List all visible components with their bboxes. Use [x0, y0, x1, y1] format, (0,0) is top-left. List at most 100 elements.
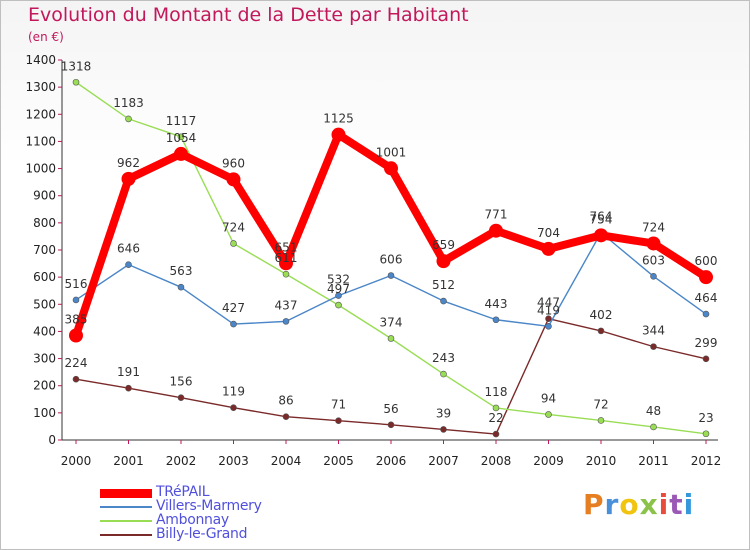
- y-tick-label: 1300: [25, 80, 56, 94]
- data-label: 39: [436, 406, 451, 420]
- data-point: [545, 315, 552, 322]
- data-point: [699, 270, 713, 285]
- data-point: [387, 421, 395, 429]
- data-point: [282, 270, 290, 278]
- data-point: [545, 322, 552, 330]
- data-label: 771: [485, 208, 508, 222]
- logo-letter: i: [683, 488, 695, 521]
- data-point: [594, 228, 608, 243]
- legend-label: TRéPAIL: [156, 484, 210, 500]
- logo-letter: x: [639, 488, 659, 521]
- data-label: 1125: [323, 112, 354, 126]
- x-tick-label: 2011: [638, 454, 669, 468]
- x-tick-label: 2003: [218, 454, 249, 468]
- x-tick-label: 2002: [166, 454, 197, 468]
- data-point: [331, 127, 346, 142]
- data-point: [436, 254, 451, 269]
- data-point: [597, 327, 605, 335]
- data-label: 385: [65, 313, 88, 327]
- data-label: 71: [331, 398, 346, 412]
- legend-label: Ambonnay: [156, 512, 229, 528]
- data-point: [230, 240, 237, 247]
- data-label: 611: [275, 251, 298, 265]
- data-label: 23: [698, 411, 713, 425]
- data-point: [650, 343, 657, 350]
- x-tick-label: 2008: [481, 454, 512, 468]
- data-point: [335, 417, 342, 425]
- data-label: 56: [383, 402, 398, 416]
- data-point: [72, 296, 80, 304]
- data-label: 603: [642, 253, 665, 267]
- data-label: 1054: [166, 131, 197, 145]
- data-point: [226, 172, 241, 187]
- data-point: [335, 301, 342, 309]
- data-point: [702, 430, 710, 438]
- data-label: 191: [117, 365, 140, 379]
- x-tick-label: 2006: [376, 454, 407, 468]
- data-label: 344: [642, 324, 665, 338]
- data-point: [440, 426, 447, 433]
- data-point: [702, 310, 710, 318]
- data-point: [387, 272, 395, 279]
- x-tick-label: 2001: [113, 454, 144, 468]
- data-label: 724: [642, 220, 665, 234]
- data-label: 646: [117, 242, 140, 256]
- data-point: [489, 223, 503, 238]
- data-label: 1001: [376, 145, 407, 159]
- data-label: 224: [65, 356, 88, 370]
- data-point: [384, 161, 398, 176]
- data-label: 447: [537, 296, 560, 310]
- data-label: 512: [432, 278, 455, 292]
- data-label: 86: [278, 394, 293, 408]
- data-label: 1117: [166, 114, 197, 128]
- data-label: 437: [275, 298, 298, 312]
- logo-letter: o: [619, 488, 640, 521]
- y-tick-label: 200: [33, 379, 56, 393]
- data-label: 600: [695, 254, 718, 268]
- data-label: 497: [327, 282, 350, 296]
- data-label: 1318: [61, 59, 92, 73]
- data-point: [177, 394, 185, 401]
- logo-letter: r: [604, 488, 620, 521]
- data-point: [230, 320, 237, 328]
- data-label: 606: [380, 253, 403, 267]
- data-point: [545, 411, 552, 418]
- data-point: [125, 115, 132, 123]
- data-point: [440, 370, 447, 378]
- data-point: [177, 283, 185, 291]
- data-label: 72: [593, 397, 608, 411]
- chart-title: Evolution du Montant de la Dette par Hab…: [28, 4, 469, 26]
- legend-swatch: [100, 520, 152, 522]
- data-label: 243: [432, 351, 455, 365]
- chart-unit-label: (en €): [28, 30, 64, 44]
- legend-label: Billy-le-Grand: [156, 526, 248, 542]
- data-label: 962: [117, 156, 140, 170]
- y-tick-label: 1200: [25, 107, 56, 121]
- data-label: 94: [541, 391, 556, 405]
- data-point: [650, 273, 657, 280]
- data-point: [541, 241, 556, 256]
- legend-item: Villers-Marmery: [100, 498, 320, 514]
- data-label: 764: [590, 210, 613, 224]
- y-tick-label: 0: [48, 433, 56, 447]
- data-label: 402: [590, 308, 613, 322]
- data-label: 22: [488, 411, 503, 425]
- y-tick-label: 500: [33, 297, 56, 311]
- x-tick-label: 2000: [61, 454, 92, 468]
- y-tick-label: 900: [33, 189, 56, 203]
- y-tick-label: 1100: [25, 134, 56, 148]
- x-tick-label: 2004: [271, 454, 302, 468]
- proxiti-logo: Proxiti: [583, 488, 694, 521]
- data-point: [492, 430, 500, 438]
- data-point: [440, 297, 447, 305]
- data-label: 374: [380, 315, 403, 329]
- data-label: 563: [170, 264, 193, 278]
- data-point: [125, 261, 132, 268]
- data-label: 419: [537, 303, 560, 317]
- data-point: [125, 384, 132, 392]
- y-tick-label: 600: [33, 270, 56, 284]
- data-label: 1183: [113, 96, 144, 110]
- data-label: 651: [275, 240, 298, 254]
- data-point: [174, 146, 188, 161]
